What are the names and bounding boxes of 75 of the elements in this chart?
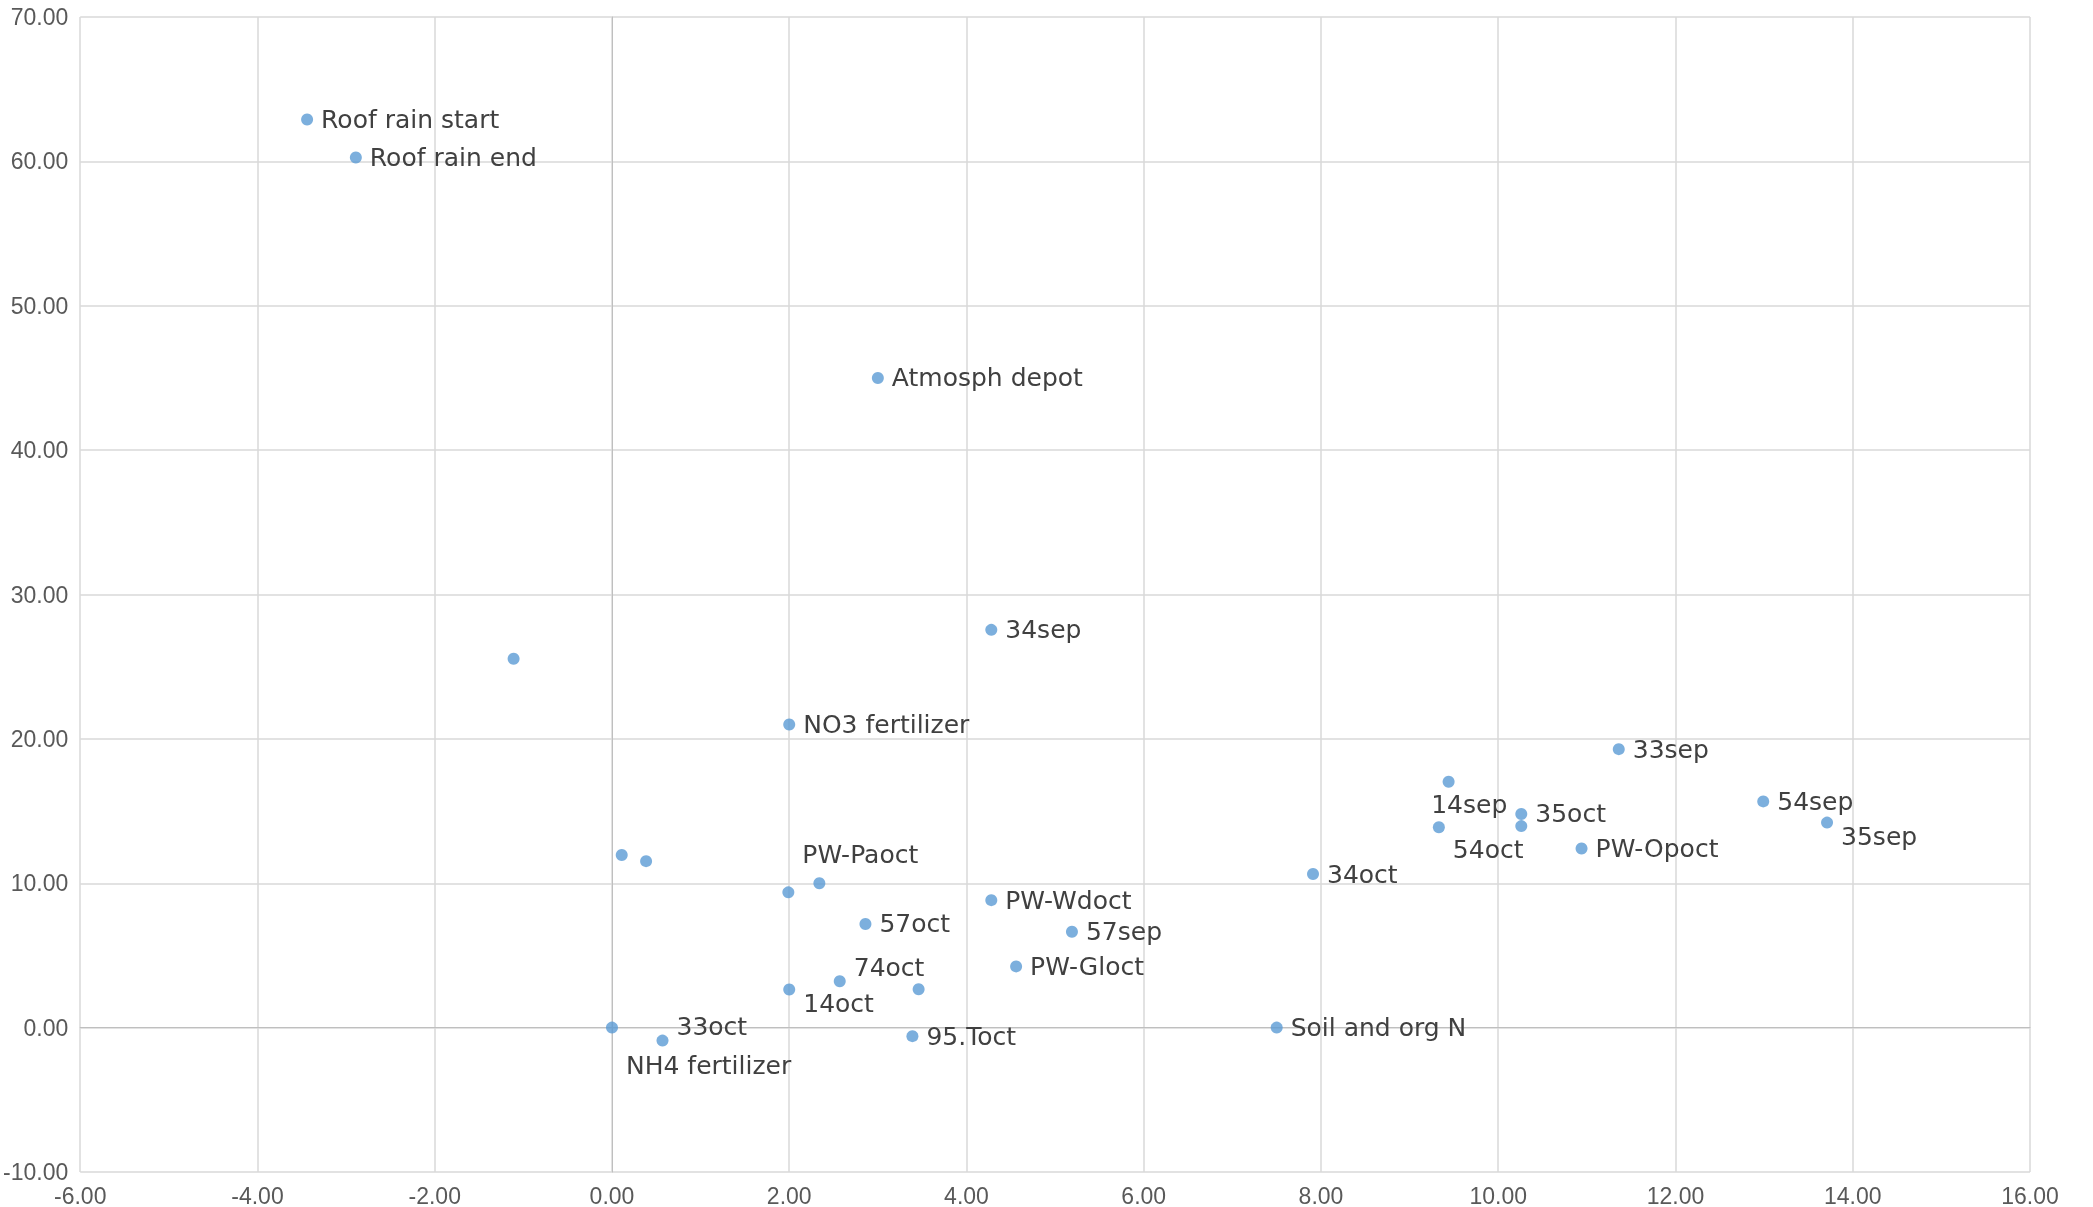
point xyxy=(1821,816,1834,829)
point xyxy=(656,1034,669,1047)
y-tick-label: -10.00 xyxy=(3,1159,69,1185)
point xyxy=(1065,925,1078,938)
y-tick-label: 60.00 xyxy=(10,148,69,175)
point xyxy=(985,623,998,636)
point xyxy=(301,113,314,126)
point xyxy=(615,848,628,861)
point xyxy=(1442,775,1455,788)
annotation: NH4 fertilizer xyxy=(625,1051,792,1081)
annotation: NO3 fertilizer xyxy=(803,709,971,739)
point xyxy=(1575,842,1588,855)
x-tick-label: 0.00 xyxy=(589,1182,635,1207)
annotation: 34sep xyxy=(1005,615,1082,645)
point xyxy=(912,983,925,996)
point xyxy=(1515,807,1528,820)
point xyxy=(906,1030,919,1043)
point xyxy=(783,983,796,996)
annotation: PW-Wdoct xyxy=(1005,885,1132,915)
annotation: 95.Toct xyxy=(926,1021,1017,1051)
point xyxy=(985,894,998,907)
annotation: Roof rain start xyxy=(321,105,500,135)
point xyxy=(1307,868,1320,881)
point xyxy=(1757,795,1770,808)
point xyxy=(349,151,362,164)
y-tick-label: 40.00 xyxy=(10,437,69,464)
annotation: 14oct xyxy=(803,989,875,1019)
annotation: 57oct xyxy=(879,909,951,939)
annotation: 33oct xyxy=(676,1012,748,1042)
annotation: Atmosph depot xyxy=(891,363,1084,393)
point xyxy=(1270,1021,1283,1034)
point xyxy=(782,886,795,899)
annotation: 35sep xyxy=(1841,822,1918,852)
annotation: 54oct xyxy=(1452,834,1524,864)
y-tick-label: 70.00 xyxy=(10,4,69,30)
y-tick-label: 50.00 xyxy=(10,292,69,319)
x-tick-label: 4.00 xyxy=(944,1182,989,1207)
x-tick-label: 14.00 xyxy=(1823,1182,1882,1207)
point xyxy=(605,1021,618,1034)
annotation: PW-Opoct xyxy=(1595,833,1719,863)
x-tick-label: -4.00 xyxy=(231,1182,284,1207)
annotation: 33sep xyxy=(1632,734,1709,764)
y-tick-label: 10.00 xyxy=(10,870,69,897)
point xyxy=(1515,820,1528,833)
annotation: Roof rain end xyxy=(369,142,537,172)
x-tick-label: 10.00 xyxy=(1469,1182,1528,1207)
point xyxy=(871,371,884,384)
point xyxy=(1612,743,1625,756)
point xyxy=(1010,960,1023,973)
annotation: 57sep xyxy=(1085,917,1163,947)
point xyxy=(859,917,872,930)
annotation: 54sep xyxy=(1777,786,1854,816)
x-tick-label: 2.00 xyxy=(766,1182,812,1207)
point xyxy=(507,652,520,665)
annotation: 35oct xyxy=(1535,799,1607,829)
point xyxy=(1432,821,1445,834)
x-tick-label: -2.00 xyxy=(408,1182,461,1207)
point xyxy=(640,855,653,868)
y-tick-label: 0.00 xyxy=(23,1014,69,1041)
annotation: 34oct xyxy=(1327,859,1398,889)
x-tick-label: -6.00 xyxy=(54,1182,107,1207)
annotation: 74oct xyxy=(853,952,925,982)
x-tick-label: 12.00 xyxy=(1646,1182,1705,1207)
annotation: PW-Paoct xyxy=(802,839,919,869)
x-tick-label: 16.00 xyxy=(2001,1182,2059,1207)
annotation: Soil and org N xyxy=(1290,1013,1467,1043)
point xyxy=(813,877,826,890)
x-tick-label: 6.00 xyxy=(1121,1182,1167,1207)
y-tick-label: 30.00 xyxy=(10,581,69,608)
x-tick-label: 8.00 xyxy=(1298,1182,1344,1207)
annotation: 14sep xyxy=(1431,789,1508,819)
point xyxy=(783,718,796,731)
y-tick-label: 20.00 xyxy=(10,725,69,752)
annotation: PW-Gloct xyxy=(1030,951,1145,981)
point xyxy=(833,975,846,988)
